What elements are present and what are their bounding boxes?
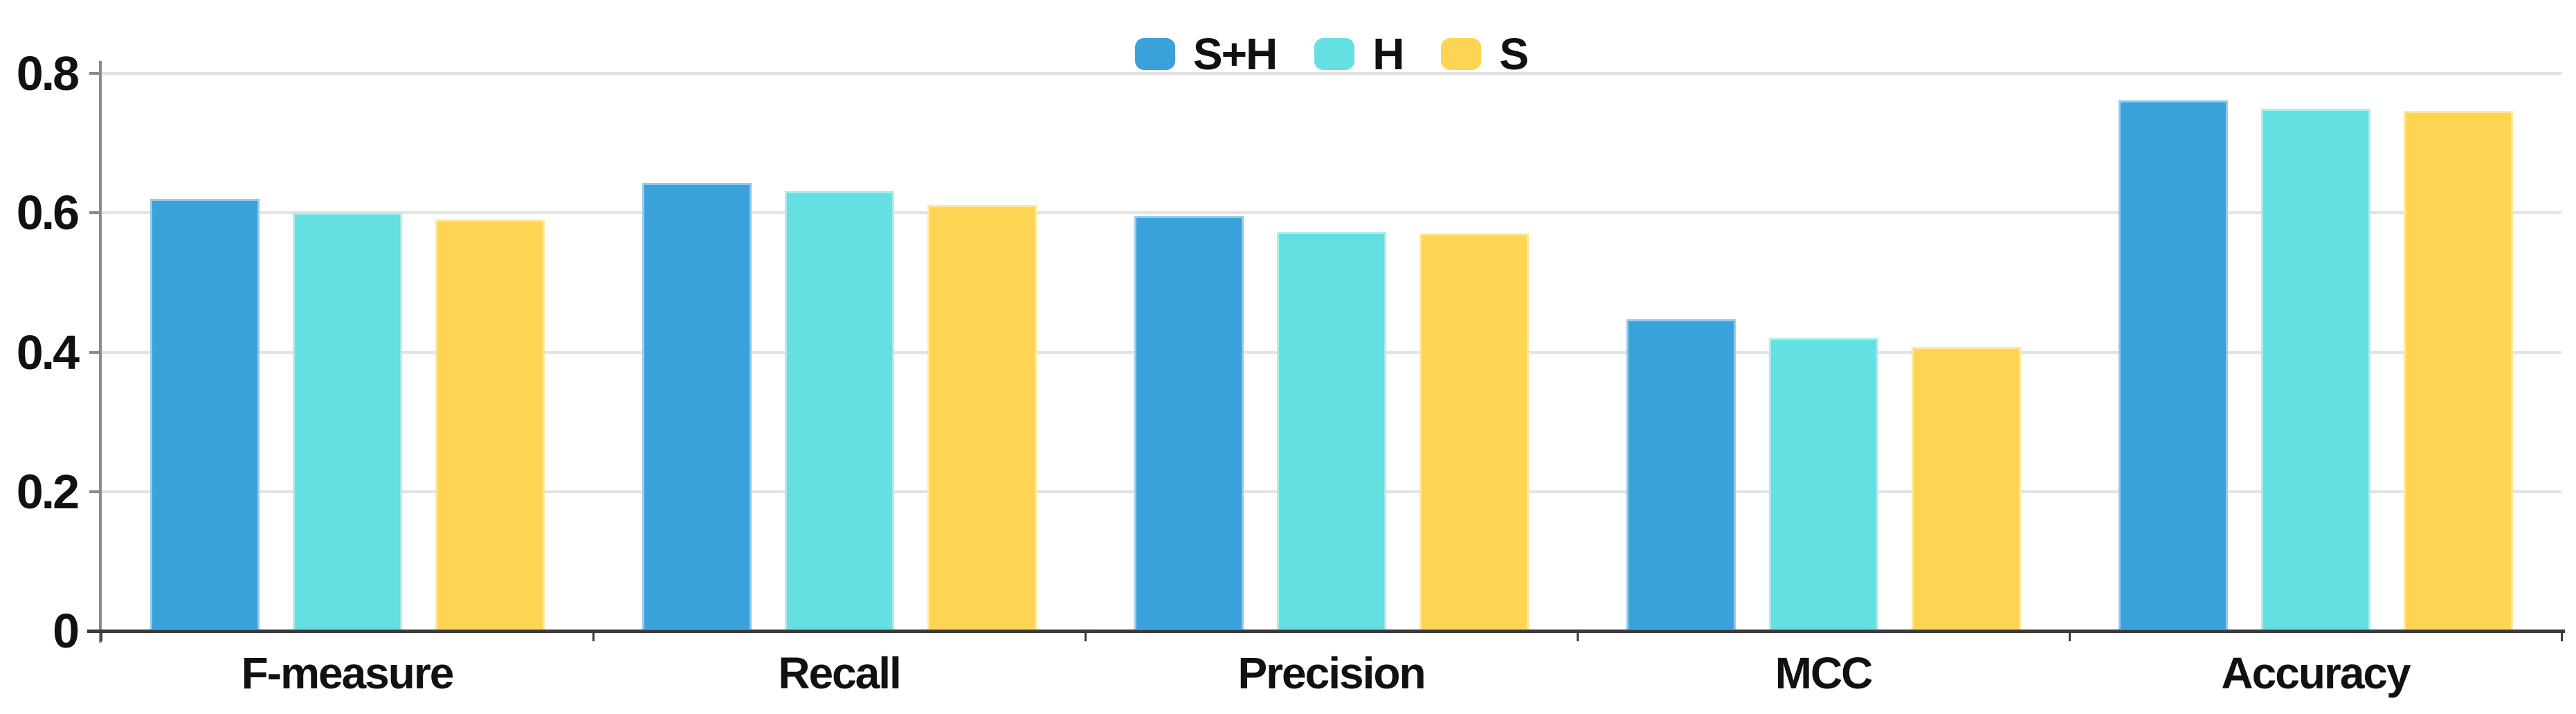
x-axis-label-mcc: MCC (1775, 648, 1874, 698)
bar-recall-s (927, 205, 1037, 631)
legend: S+H H S (101, 19, 2561, 89)
plot-area (101, 72, 2561, 631)
y-axis-tick-0.8 (89, 72, 101, 75)
gridline-0.6 (101, 211, 2561, 215)
bar-f-measure-h (292, 213, 402, 631)
legend-swatch-h-icon (1314, 38, 1355, 70)
bar-precision-h (1276, 232, 1386, 631)
x-axis-label-accuracy: Accuracy (2221, 648, 2411, 698)
y-axis-tick-0.6 (89, 211, 101, 215)
x-axis-tick-3 (1576, 630, 1579, 641)
x-axis-label-recall: Recall (778, 648, 902, 698)
y-axis-label-0.8: 0.8 (16, 46, 80, 100)
y-axis-label-0.2: 0.2 (16, 464, 80, 519)
legend-swatch-s-h-icon (1134, 38, 1175, 70)
bar-accuracy-h (2260, 109, 2370, 631)
y-axis-tick-0.4 (89, 350, 101, 354)
legend-label-s: S (1499, 29, 1529, 79)
bar-accuracy-s-h (2118, 100, 2228, 631)
bar-mcc-s (1911, 347, 2021, 631)
y-axis-label-0.6: 0.6 (16, 186, 80, 240)
bar-accuracy-s (2403, 111, 2513, 631)
gridline-0.8 (101, 72, 2561, 75)
bar-recall-h (784, 191, 894, 631)
x-axis-tick-4 (2068, 630, 2071, 641)
legend-item-s: S (1441, 29, 1529, 79)
legend-label-h: H (1372, 29, 1404, 79)
bar-mcc-s-h (1626, 319, 1736, 631)
x-axis-label-f-measure: F-measure (241, 648, 455, 698)
bar-recall-s-h (642, 183, 752, 631)
x-axis-tick-2 (1084, 630, 1087, 641)
bar-precision-s (1419, 233, 1529, 631)
y-axis-tick-0.2 (89, 490, 101, 493)
legend-label-s-h: S+H (1192, 29, 1278, 79)
bar-precision-s-h (1134, 216, 1244, 631)
y-axis-label-0.4: 0.4 (16, 325, 80, 380)
x-axis-tick-1 (592, 630, 595, 641)
bar-f-measure-s-h (149, 199, 260, 631)
bar-f-measure-s (435, 220, 545, 631)
y-axis-label-0: 0 (53, 604, 80, 658)
bar-mcc-h (1768, 338, 1878, 631)
legend-item-s-h: S+H (1134, 29, 1278, 79)
legend-swatch-s-icon (1441, 38, 1482, 70)
x-axis-line (87, 630, 2565, 633)
x-axis-tick-0 (100, 630, 102, 641)
x-axis-tick-5 (2560, 630, 2563, 641)
legend-item-h: H (1314, 29, 1404, 79)
x-axis-label-precision: Precision (1237, 648, 1426, 698)
